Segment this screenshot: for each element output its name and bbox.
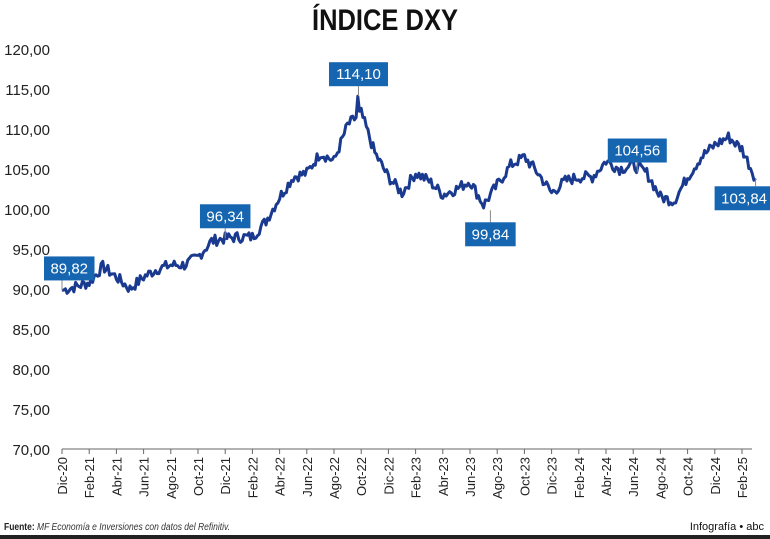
x-tick-label: Oct-22 xyxy=(354,457,369,496)
x-tick-label: Feb-21 xyxy=(82,457,97,498)
x-tick-label: Oct-21 xyxy=(191,457,206,496)
x-tick-label: Feb-22 xyxy=(245,457,260,498)
y-tick-label: 85,00 xyxy=(12,322,50,339)
source-label: Fuente: xyxy=(4,522,35,533)
bottom-bar xyxy=(0,535,770,539)
y-tick-label: 105,00 xyxy=(4,162,50,179)
x-tick-label: Feb-23 xyxy=(409,457,424,498)
x-tick-label: Feb-25 xyxy=(735,457,750,498)
chart-title: ÍNDICE DXY xyxy=(312,4,458,37)
x-tick-label: Feb-24 xyxy=(572,457,587,498)
annotation-box xyxy=(44,256,95,281)
x-tick-label: Jun-21 xyxy=(137,457,152,497)
y-tick-label: 110,00 xyxy=(5,122,50,139)
annotation-box xyxy=(714,186,770,211)
credit: Infografía • abc xyxy=(689,521,764,533)
x-tick-label: Ago-23 xyxy=(490,457,505,499)
x-tick-label: Oct-24 xyxy=(681,457,696,496)
annotation-box xyxy=(199,204,251,229)
y-tick-label: 115,00 xyxy=(5,82,50,99)
y-tick-label: 120,00 xyxy=(4,42,50,59)
annotation-box xyxy=(328,62,388,87)
annotation-box xyxy=(607,138,667,163)
y-tick-label: 70,00 xyxy=(12,442,50,459)
source-text: MF Economía e Inversiones con datos del … xyxy=(37,522,230,533)
x-tick-label: Jun-24 xyxy=(626,457,641,497)
x-tick-label: Ago-21 xyxy=(164,457,179,499)
annotation-label: 103,84 xyxy=(721,190,767,207)
x-tick-label: Oct-23 xyxy=(517,457,532,496)
y-tick-label: 100,00 xyxy=(4,202,50,219)
y-tick-label: 90,00 xyxy=(12,282,50,299)
x-tick-label: Ago-24 xyxy=(653,457,668,499)
x-tick-label: Abr-22 xyxy=(273,457,288,496)
x-tick-label: Dic-23 xyxy=(545,457,560,495)
annotation-label: 104,56 xyxy=(614,143,660,160)
y-tick-label: 95,00 xyxy=(12,242,50,259)
source-note: Fuente: MF Economía e Inversiones con da… xyxy=(4,522,230,533)
y-tick-label: 80,00 xyxy=(12,362,50,379)
annotation-label: 99,84 xyxy=(472,226,510,243)
x-tick-label: Dic-21 xyxy=(218,457,233,495)
x-tick-label: Jun-22 xyxy=(300,457,315,497)
annotation-label: 89,82 xyxy=(50,260,88,277)
x-tick-label: Dic-24 xyxy=(708,457,723,495)
x-tick-label: Dic-20 xyxy=(55,457,70,495)
annotation-label: 114,10 xyxy=(336,66,381,83)
annotation-label: 96,34 xyxy=(206,208,244,225)
x-tick-label: Ago-22 xyxy=(327,457,342,499)
dxy-series-line xyxy=(61,94,757,295)
x-tick-label: Jun-23 xyxy=(463,457,478,497)
x-tick-label: Dic-22 xyxy=(381,457,396,495)
x-tick-label: Abr-21 xyxy=(109,457,124,496)
x-tick-label: Abr-24 xyxy=(599,457,614,496)
y-tick-label: 75,00 xyxy=(12,402,50,419)
x-tick-label: Abr-23 xyxy=(436,457,451,496)
annotation-box xyxy=(465,222,516,247)
